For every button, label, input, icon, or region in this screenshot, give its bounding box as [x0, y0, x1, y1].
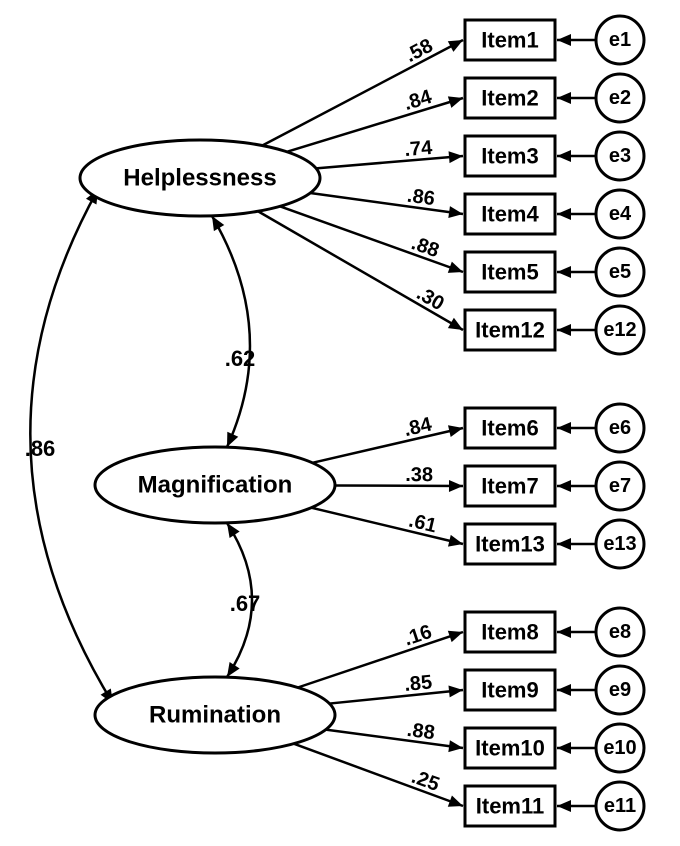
loading-label: .86	[406, 185, 437, 211]
factor-label: Rumination	[149, 702, 281, 729]
item-label: Item12	[475, 318, 545, 343]
error-label: e8	[609, 621, 631, 643]
loading-label: .85	[403, 671, 433, 696]
factor-label: Magnification	[138, 472, 293, 499]
loading-label: .84	[401, 86, 435, 115]
item-label: Item2	[481, 86, 538, 111]
factor-label: Helplessness	[123, 165, 276, 192]
item-label: Item6	[481, 416, 538, 441]
error-label: e1	[609, 29, 631, 51]
covariance-label: .62	[225, 346, 256, 371]
item-label: Item5	[481, 260, 538, 285]
error-label: e4	[609, 203, 632, 225]
error-label: e10	[603, 737, 636, 759]
covariance-label: .67	[230, 591, 261, 616]
error-label: e5	[609, 261, 631, 283]
error-label: e2	[609, 87, 631, 109]
error-label: e13	[603, 533, 636, 555]
item-label: Item13	[475, 532, 545, 557]
item-label: Item4	[481, 202, 539, 227]
error-label: e7	[609, 475, 631, 497]
loading-label: .88	[408, 232, 442, 262]
loading-label: .58	[402, 35, 437, 67]
item-label: Item7	[481, 474, 538, 499]
loading-label: .74	[404, 137, 434, 161]
loading-label: .61	[407, 510, 439, 538]
item-label: Item1	[481, 28, 538, 53]
loading-label: .88	[406, 719, 436, 744]
error-label: e6	[609, 417, 631, 439]
loading-label: .30	[413, 282, 448, 315]
loading-label: .16	[401, 621, 434, 651]
error-label: e3	[609, 145, 631, 167]
error-label: e11	[604, 795, 636, 817]
loading-label: .38	[405, 464, 433, 486]
item-label: Item9	[481, 678, 538, 703]
item-label: Item11	[476, 794, 545, 819]
covariance-label: .86	[25, 436, 56, 461]
item-label: Item3	[481, 144, 538, 169]
loading-label: .25	[409, 766, 443, 796]
nodes: Item1 e1 Item2 e2 Item3 e3 Item4 e4 Item5 e5 Item1…	[80, 16, 644, 830]
item-label: Item10	[475, 736, 545, 761]
item-label: Item8	[481, 620, 538, 645]
error-label: e12	[603, 319, 636, 341]
error-label: e9	[609, 679, 631, 701]
